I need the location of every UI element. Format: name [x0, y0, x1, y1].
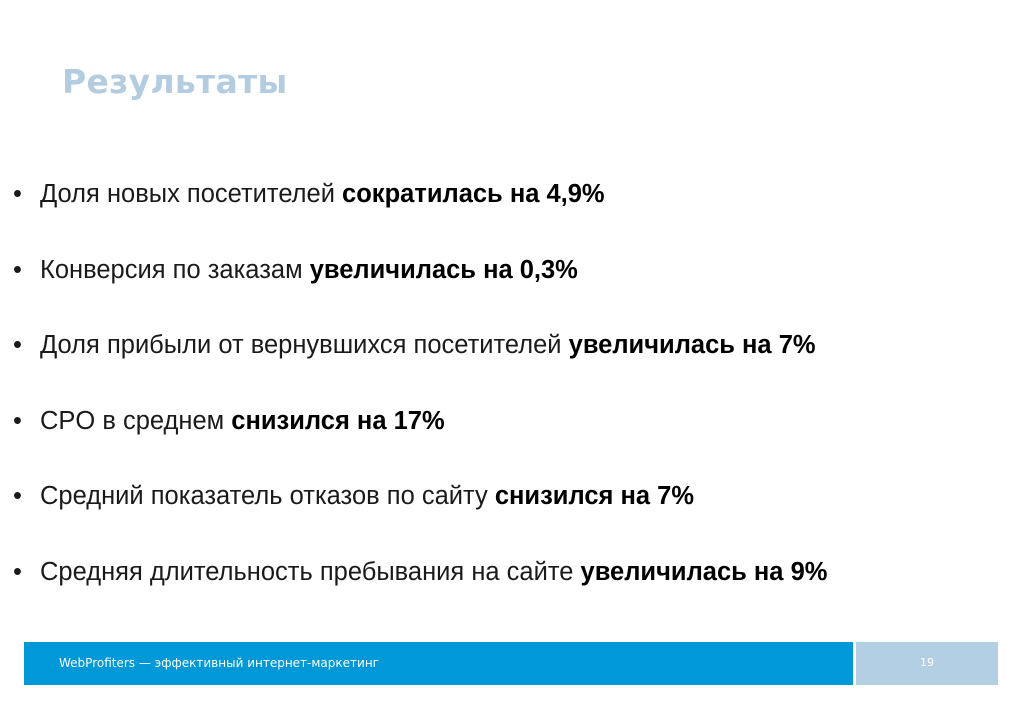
result-text: Средний показатель отказов по сайту — [40, 482, 495, 510]
bullet-marker: • — [13, 482, 22, 510]
bullet-marker: • — [13, 180, 22, 208]
result-text: Конверсия по заказам — [40, 255, 310, 284]
result-text: Средняя длительность пребывания на сайте — [40, 557, 581, 586]
result-change: увеличилась на 9% — [580, 557, 828, 586]
bullet-marker: • — [13, 331, 22, 359]
page-number-box: 19 — [856, 642, 998, 685]
result-item: • Конверсия по заказам увеличилась на 0,3… — [10, 248, 827, 324]
footer-bar: WebProfiters — эффективный интернет-марк… — [24, 642, 853, 685]
result-item: • Доля прибыли от вернувшихся посетителей… — [10, 323, 827, 399]
bullet-marker: • — [13, 406, 22, 435]
result-change: снизился на 7% — [494, 482, 694, 510]
page-number: 19 — [920, 656, 934, 669]
result-change: увеличилась на 0,3% — [309, 255, 578, 284]
result-text: CPO в среднем — [40, 406, 232, 435]
result-text: Доля новых посетителей — [40, 180, 343, 208]
result-item: • CPO в среднем снизился на 17% — [10, 399, 827, 475]
result-item: • Доля новых посетителей сократилась на 4… — [10, 172, 827, 248]
result-change: снизился на 17% — [231, 406, 445, 435]
slide-title: Результаты — [62, 62, 288, 101]
bullet-marker: • — [13, 255, 22, 284]
results-list: • Доля новых посетителей сократилась на 4… — [10, 172, 827, 625]
result-change: увеличилась на 7% — [568, 331, 816, 359]
result-item: • Средняя длительность пребывания на сайт… — [10, 550, 827, 626]
bullet-marker: • — [13, 557, 22, 586]
result-text: Доля прибыли от вернувшихся посетителей — [40, 331, 569, 359]
footer-text: WebProfiters — эффективный интернет-марк… — [59, 656, 379, 670]
result-change: сократилась на 4,9% — [342, 180, 605, 208]
result-item: • Средний показатель отказов по сайту сни… — [10, 474, 827, 550]
